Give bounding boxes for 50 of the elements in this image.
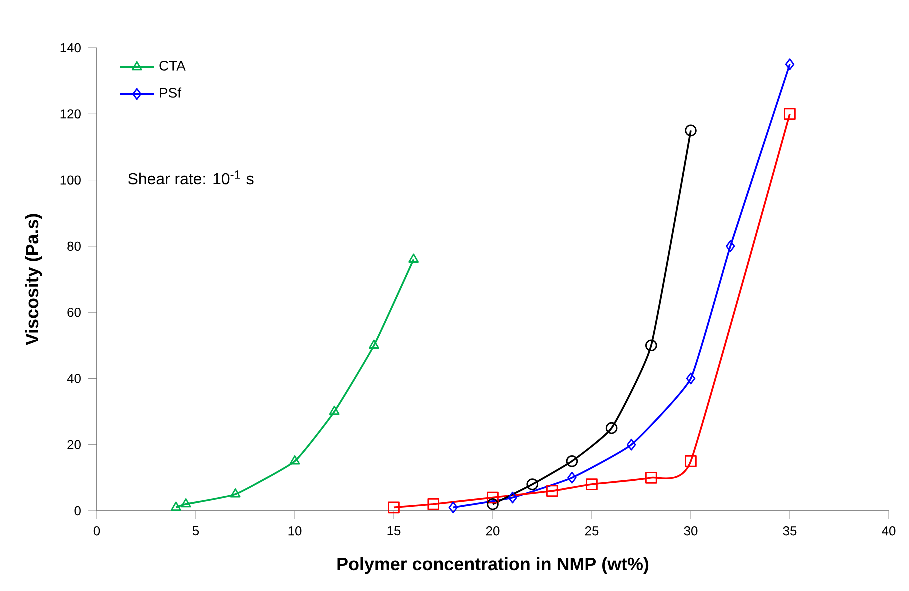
y-tick-label: 120 [60,110,81,119]
point [606,422,618,434]
point [785,58,795,70]
x-tick-label: 30 [684,526,698,536]
y-tick-label: 20 [68,440,81,450]
x-tick-label: 5 [192,526,200,536]
y-tick-label: 140 [60,43,81,53]
x-tick-label: 20 [486,526,500,536]
y-tick-label: 80 [68,242,81,252]
legend-label: CTA [160,61,186,71]
point [686,372,696,385]
x-tick-label: 25 [585,526,599,536]
point [568,472,577,484]
point [726,240,736,252]
point [586,478,598,490]
point [448,502,458,514]
legend-label: PSf [160,88,182,98]
annotation: Shear rate: 10$^{-1}$ s [128,170,254,185]
x-tick-label: 15 [388,526,401,536]
point [171,502,182,511]
x-tick-label: 35 [783,526,797,536]
point [428,498,440,510]
point [685,124,697,137]
point [566,455,578,468]
point [526,478,539,490]
x-tick-label: 40 [882,526,896,536]
y-tick-label: 100 [60,176,81,185]
point [508,492,518,504]
point [784,108,796,120]
point [329,406,340,416]
point [646,340,658,352]
point [180,498,192,508]
point [408,254,420,263]
point [685,455,697,468]
point [230,488,241,498]
y-axis-title: Viscosity (Pa.s) [25,214,42,346]
point [487,498,499,510]
point [369,340,380,349]
y-tick-label: 60 [68,308,81,318]
x-tick-label: 0 [94,526,100,536]
point [290,455,300,465]
y-tick-label: 40 [67,374,81,384]
x-tick-label: 10 [288,526,302,536]
point [646,472,658,484]
point [388,502,400,514]
y-tick-label: 0 [74,506,81,516]
point [487,492,499,504]
x-axis-title: Polymer concentration in NMP (wt%) [338,557,649,574]
point [546,485,558,498]
point [627,438,636,451]
